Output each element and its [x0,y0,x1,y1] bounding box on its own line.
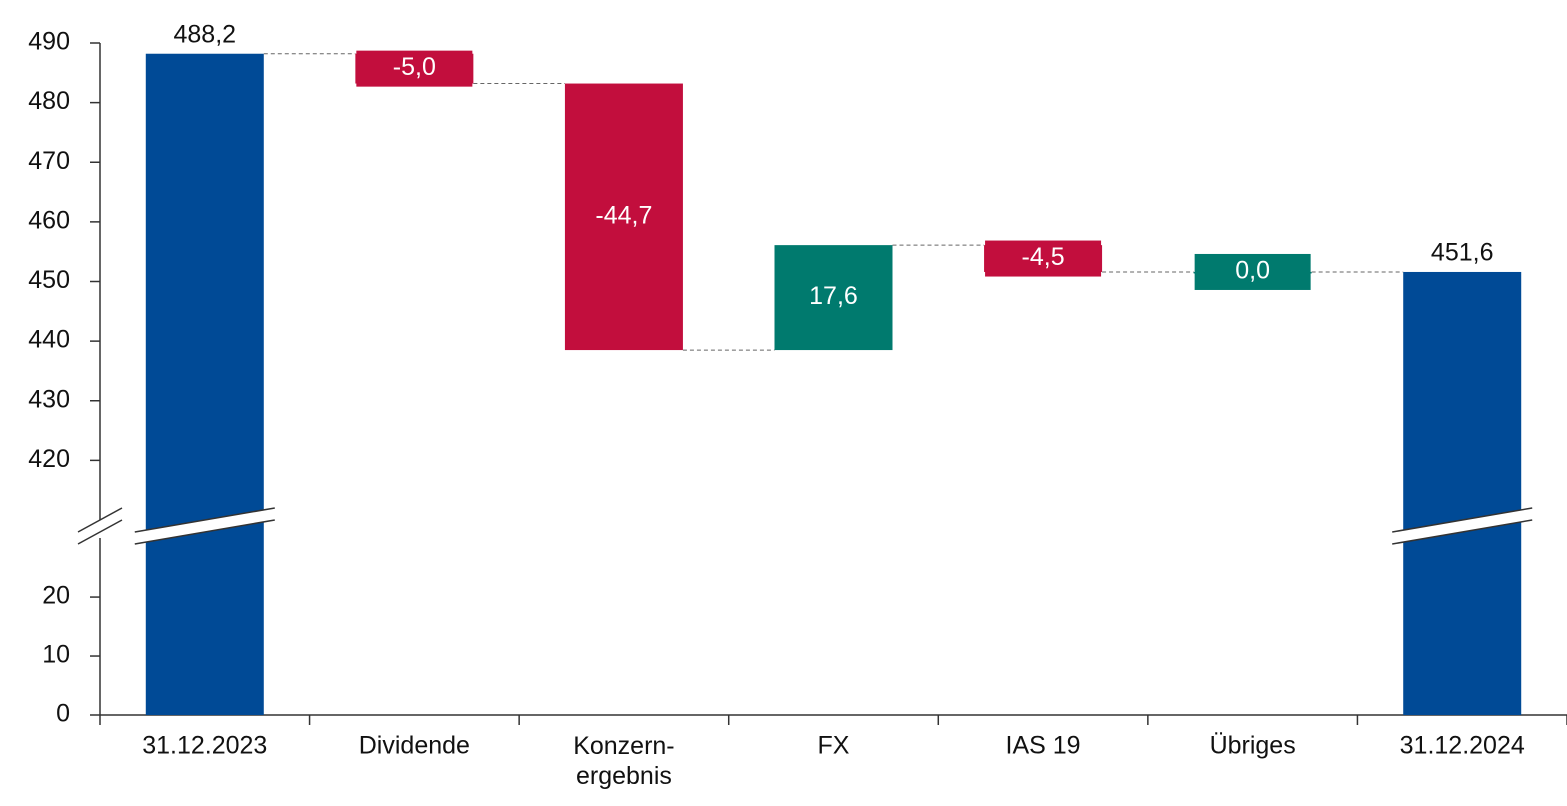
x-tick-label: 31.12.2023 [142,732,267,760]
axis-break [78,508,122,544]
axis-break-line [134,507,275,533]
data-label: 17,6 [809,282,858,310]
bar [1403,271,1522,715]
y-tick-label: 420 [28,445,70,473]
y-tick-label: 450 [28,266,70,294]
data-label: 488,2 [174,20,237,48]
axis-break-line [1392,507,1533,533]
data-label-box [985,240,1102,277]
data-label: -4,5 [1022,243,1065,271]
x-tick-label: 31.12.2024 [1400,732,1525,760]
bar [564,83,683,351]
axis-break-line [1392,519,1533,545]
y-tick-label: 10 [42,641,70,669]
y-tick-label: 480 [28,87,70,115]
axis-break [134,508,275,544]
data-label: 0,0 [1235,257,1270,285]
x-tick-label: FX [818,732,850,760]
data-label: -44,7 [595,201,652,229]
data-label: 451,6 [1431,239,1494,267]
data-label-box [1194,253,1311,290]
y-tick-label: 470 [28,147,70,175]
axis-break [1392,508,1533,544]
bar [145,53,264,716]
axis-break-line [77,519,123,545]
y-tick-label: 20 [42,582,70,610]
y-tick-label: 460 [28,206,70,234]
y-tick-label: 490 [28,28,70,56]
x-tick-label: IAS 19 [1006,732,1081,760]
x-tick-label: Übriges [1210,732,1296,760]
bar [774,245,893,351]
axis-break-line [77,507,123,533]
y-tick-label: 440 [28,326,70,354]
y-tick-label: 430 [28,385,70,413]
data-label: -5,0 [393,53,436,81]
axis-break-line [134,519,275,545]
y-tick-label: 0 [56,700,70,728]
x-tick-label: Konzern-ergebnis [573,732,674,790]
data-label-box [356,50,473,87]
x-tick-label: Dividende [359,732,470,760]
